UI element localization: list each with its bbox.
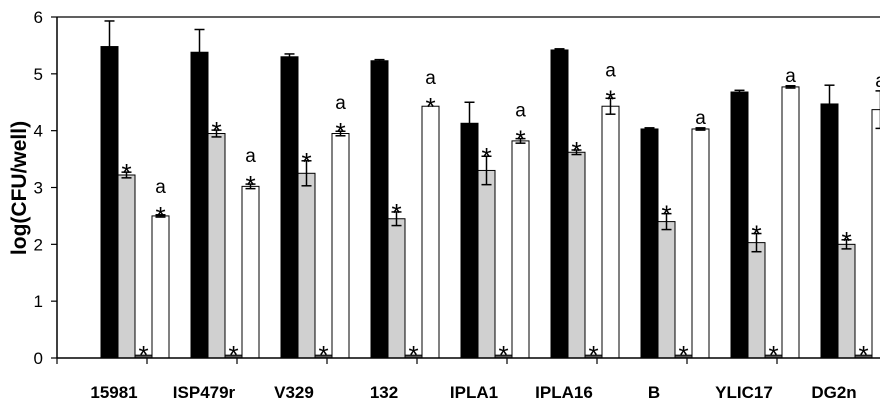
- significance-star: *: [138, 340, 148, 370]
- bar: [387, 218, 406, 359]
- significance-star: *: [841, 226, 851, 256]
- y-tick-label: 2: [34, 235, 43, 254]
- significance-star: *: [661, 200, 671, 230]
- significance-star: *: [605, 84, 615, 114]
- bar: [190, 51, 209, 359]
- significance-star: *: [228, 340, 238, 370]
- bar: [550, 49, 569, 359]
- significance-star: *: [571, 136, 581, 166]
- significance-letter: a: [515, 101, 526, 122]
- significance-star: *: [498, 340, 508, 370]
- significance-star: *: [121, 158, 131, 188]
- y-tick-label: 3: [34, 179, 43, 198]
- significance-letter: a: [155, 177, 166, 198]
- bar: [477, 169, 496, 359]
- significance-star: *: [515, 125, 525, 155]
- significance-letter: a: [605, 60, 616, 81]
- bar: [280, 56, 299, 359]
- bar: [601, 105, 620, 359]
- bar: [297, 172, 316, 359]
- significance-star: *: [391, 198, 401, 228]
- significance-star: *: [678, 340, 688, 370]
- bar: [421, 105, 440, 359]
- significance-star: *: [751, 220, 761, 250]
- bar: [331, 133, 350, 359]
- x-tick-label: ISP479r: [173, 383, 236, 402]
- x-tick-label: IPLA1: [450, 383, 498, 402]
- significance-letter: a: [245, 146, 256, 167]
- y-tick-label: 6: [34, 8, 43, 27]
- y-tick-label: 5: [34, 65, 43, 84]
- bar: [460, 122, 479, 359]
- significance-star: *: [318, 340, 328, 370]
- y-axis-label: log(CFU/well): [8, 121, 31, 255]
- bar: [747, 242, 766, 359]
- significance-letter: a: [335, 93, 346, 114]
- bar: [117, 174, 136, 359]
- y-tick-label: 1: [34, 292, 43, 311]
- significance-star: *: [768, 340, 778, 370]
- bar: [691, 128, 710, 359]
- bar: [207, 133, 226, 359]
- x-tick-label: YLIC17: [715, 383, 773, 402]
- significance-star: *: [858, 340, 868, 370]
- significance-star: *: [425, 92, 435, 122]
- bar: [820, 103, 839, 359]
- x-tick-label: B: [648, 383, 660, 402]
- x-tick-label: IPLA16: [535, 383, 593, 402]
- significance-letter: a: [875, 71, 880, 92]
- bar: [730, 91, 749, 359]
- x-tick-label: DG2n: [811, 383, 856, 402]
- significance-star: *: [335, 117, 345, 147]
- bar: [657, 221, 676, 359]
- bar: [151, 215, 170, 359]
- y-tick-label: 4: [34, 122, 43, 141]
- significance-star: *: [211, 116, 221, 146]
- x-tick-label: V329: [274, 383, 314, 402]
- significance-star: *: [408, 340, 418, 370]
- y-tick-label: 0: [34, 349, 43, 368]
- bar: [100, 46, 119, 359]
- significance-star: *: [245, 170, 255, 200]
- bar: [241, 185, 260, 359]
- bar: [640, 128, 659, 359]
- significance-star: *: [481, 142, 491, 172]
- bar: [370, 60, 389, 359]
- x-tick-label: 15981: [90, 383, 137, 402]
- bar: [837, 243, 856, 359]
- significance-letter: a: [425, 68, 436, 89]
- significance-star: *: [301, 147, 311, 177]
- significance-star: *: [588, 340, 598, 370]
- significance-letter: a: [785, 66, 796, 87]
- significance-star: *: [155, 201, 165, 231]
- bar: [781, 86, 800, 359]
- bar: [567, 151, 586, 359]
- x-tick-label: 132: [370, 383, 398, 402]
- bar: [871, 109, 880, 359]
- significance-letter: a: [695, 108, 706, 129]
- bar: [511, 140, 530, 359]
